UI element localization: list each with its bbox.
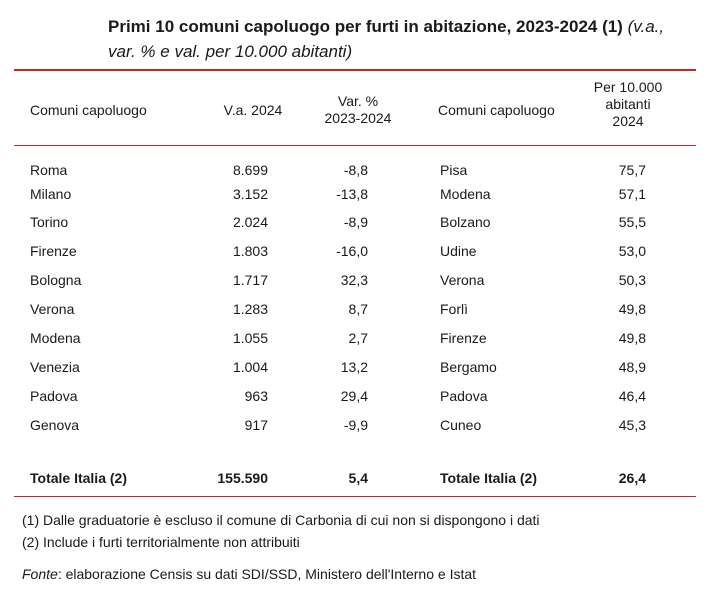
cell-city-2: Cuneo (440, 417, 482, 433)
cell-va-2024: 8.699 (232, 162, 268, 178)
header-var-line2: 2023-2024 (324, 110, 392, 126)
header-per-10000: Per 10.000 abitanti 2024 (578, 79, 678, 130)
cell-va-2024: 1.055 (232, 330, 268, 346)
footnote-2: (2) Include i furti territorialmente non… (22, 534, 300, 550)
header-comuni-capoluogo: Comuni capoluogo (30, 102, 147, 118)
cell-var-pct: -8,8 (343, 162, 368, 178)
cell-city: Firenze (30, 243, 77, 259)
cell-va-2024: 2.024 (232, 214, 268, 230)
cell-per-10000: 46,4 (618, 388, 646, 404)
top-rule (14, 69, 696, 71)
cell-per-10000: 49,8 (618, 301, 646, 317)
total-label: Totale Italia (2) (30, 470, 127, 486)
cell-var-pct: 8,7 (348, 301, 368, 317)
cell-var-pct: -13,8 (336, 186, 368, 202)
cell-city: Genova (30, 417, 80, 433)
cell-city: Padova (30, 388, 78, 404)
header-va-2024: V.a. 2024 (223, 102, 283, 118)
title-main: Primi 10 comuni capoluogo per furti in a… (108, 17, 623, 36)
source-label: Fonte (22, 566, 58, 582)
total-va-2024: 155.590 (217, 470, 268, 486)
header-per-line3: 2024 (612, 113, 644, 129)
cell-va-2024: 1.283 (232, 301, 268, 317)
cell-city-2: Firenze (440, 330, 487, 346)
cell-var-pct: 29,4 (340, 388, 368, 404)
cell-per-10000: 55,5 (618, 214, 646, 230)
cell-var-pct: -8,9 (343, 214, 368, 230)
cell-city: Modena (30, 330, 81, 346)
cell-va-2024: 917 (244, 417, 268, 433)
cell-var-pct: 13,2 (340, 359, 368, 375)
footnote-1: (1) Dalle graduatorie è escluso il comun… (22, 512, 540, 528)
cell-va-2024: 1.004 (232, 359, 268, 375)
header-comuni-capoluogo-2: Comuni capoluogo (438, 102, 555, 118)
cell-city-2: Modena (440, 186, 491, 202)
cell-city: Bologna (30, 272, 82, 288)
cell-city-2: Pisa (440, 162, 468, 178)
cell-per-10000: 75,7 (618, 162, 646, 178)
cell-var-pct: -9,9 (343, 417, 368, 433)
cell-va-2024: 3.152 (232, 186, 268, 202)
cell-city-2: Verona (440, 272, 485, 288)
cell-per-10000: 45,3 (618, 417, 646, 433)
cell-city: Roma (30, 162, 68, 178)
cell-city-2: Bolzano (440, 214, 491, 230)
header-per-line1: Per 10.000 (593, 79, 663, 95)
cell-var-pct: 2,7 (348, 330, 368, 346)
header-var-pct: Var. % 2023-2024 (310, 93, 406, 127)
source-note: Fonte: elaborazione Censis su dati SDI/S… (22, 566, 476, 582)
cell-va-2024: 1.803 (232, 243, 268, 259)
bottom-rule (14, 496, 696, 497)
title-sub-2: var. % e val. per 10.000 abitanti) (108, 42, 353, 61)
header-var-line1: Var. % (337, 93, 379, 109)
cell-city: Milano (30, 186, 72, 202)
cell-per-10000: 50,3 (618, 272, 646, 288)
cell-va-2024: 963 (244, 388, 268, 404)
cell-per-10000: 53,0 (618, 243, 646, 259)
cell-city-2: Bergamo (440, 359, 497, 375)
cell-per-10000: 57,1 (618, 186, 646, 202)
cell-per-10000: 49,8 (618, 330, 646, 346)
cell-city-2: Udine (440, 243, 477, 259)
cell-var-pct: 32,3 (340, 272, 368, 288)
table-title: Primi 10 comuni capoluogo per furti in a… (108, 14, 708, 64)
source-text: : elaborazione Censis su dati SDI/SSD, M… (57, 566, 477, 582)
cell-va-2024: 1.717 (232, 272, 268, 288)
header-rule (14, 145, 696, 146)
total-var-pct: 5,4 (348, 470, 368, 486)
total-per-10000: 26,4 (618, 470, 646, 486)
cell-city: Venezia (30, 359, 80, 375)
cell-city: Verona (30, 301, 75, 317)
title-sub-1: (v.a., (622, 17, 665, 36)
cell-per-10000: 48,9 (618, 359, 646, 375)
total-label-2: Totale Italia (2) (440, 470, 537, 486)
cell-city-2: Padova (440, 388, 488, 404)
header-per-line2: abitanti (605, 96, 651, 112)
cell-city-2: Forlì (440, 301, 468, 317)
cell-var-pct: -16,0 (336, 243, 368, 259)
cell-city: Torino (30, 214, 69, 230)
